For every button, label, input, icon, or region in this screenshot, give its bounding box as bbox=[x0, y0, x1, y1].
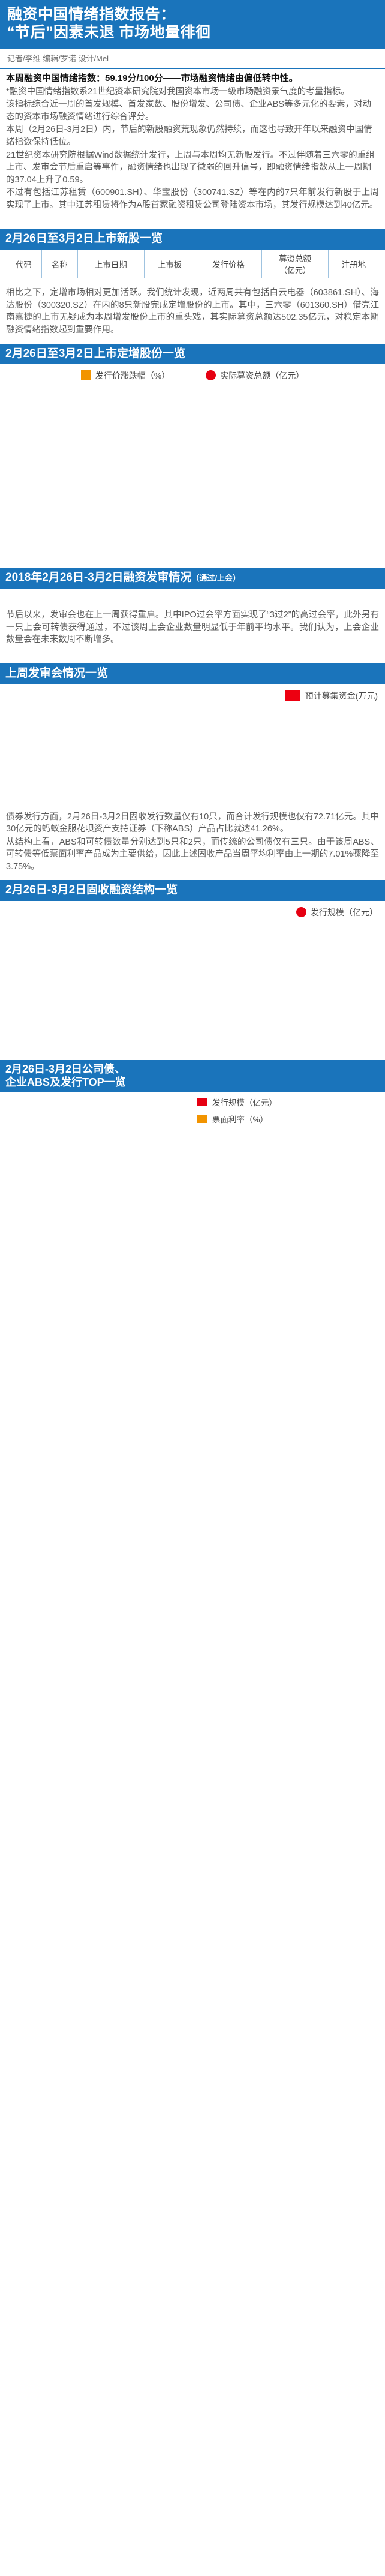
legend-label-expected-funds: 预计募集资金(万元) bbox=[305, 690, 378, 701]
bubble-row-1 bbox=[6, 384, 379, 480]
intro-p5: 不过有包括江苏租赁（600901.SH）、华宝股份（300741.SZ）等在内的… bbox=[6, 188, 379, 210]
page-title: 融资中国情绪指数报告： “节后”因素未退 市场地量徘徊 bbox=[0, 0, 385, 49]
intro-lead: 本周融资中国情绪指数：59.19分/100分——市场融资情绪由偏低转中性。 bbox=[6, 73, 298, 83]
review-bar-chart bbox=[6, 704, 379, 794]
orange-square-icon bbox=[80, 370, 91, 381]
fixed-income-bubbles bbox=[0, 921, 385, 1041]
review-text: 节后以来，发审会也在上一周获得重启。其中IPO过会率方面实现了“3过2”的高过会… bbox=[0, 605, 385, 646]
placement-group-1 bbox=[6, 384, 379, 482]
review-legend: 预计募集资金(万元) bbox=[0, 690, 385, 702]
legend-label-amount: 实际募资总额（亿元） bbox=[220, 371, 305, 381]
legend-item-expected-funds: 预计募集资金(万元) bbox=[285, 690, 378, 702]
red-circle-icon-2 bbox=[296, 907, 306, 918]
intro-text: 本周融资中国情绪指数：59.19分/100分——市场融资情绪由偏低转中性。 *融… bbox=[0, 69, 385, 211]
infographic-page: 融资中国情绪指数报告： “节后”因素未退 市场地量徘徊 记者/李维 编辑/罗诺 … bbox=[0, 0, 385, 1228]
column-header: 募资总额 （亿元） bbox=[261, 250, 329, 279]
intro-p4: 21世纪资本研究院根据Wind数据统计发行，上周与本周均无新股发行。不过伴随着三… bbox=[6, 150, 375, 185]
byline: 记者/李维 编辑/罗诺 设计/Mel bbox=[0, 49, 385, 69]
top-bubbles bbox=[6, 1128, 379, 1199]
fixed-income-legend: 发行规模（亿元） bbox=[0, 906, 385, 918]
section-heading-new-stocks: 2月26日至3月2日上市新股一览 bbox=[0, 229, 385, 250]
red-square-icon bbox=[285, 690, 300, 701]
title-line-2: “节后”因素未退 市场地量徘徊 bbox=[7, 23, 211, 41]
column-header: 上市日期 bbox=[77, 250, 145, 279]
legend-item-amount: 实际募资总额（亿元） bbox=[206, 370, 304, 382]
intro-p3: 本周（2月26日-3月2日）内，节后的新股融资荒现象仍然持续，而这也导致开年以来… bbox=[6, 125, 372, 147]
top-legend: 发行规模（亿元） 票面利率（%） bbox=[186, 1096, 379, 1125]
top-rate-bars bbox=[6, 1199, 379, 1220]
red-square-icon-2 bbox=[197, 1098, 207, 1107]
legend-label-price-change: 发行价涨跌幅（%） bbox=[95, 371, 170, 381]
legend-item-price-change: 发行价涨跌幅（%） bbox=[80, 370, 170, 382]
section-heading-fixed-income: 2月26日-3月2日固收融资结构一览 bbox=[0, 880, 385, 902]
column-header: 名称 bbox=[41, 250, 78, 279]
placement-legend: 发行价涨跌幅（%） 实际募资总额（亿元） bbox=[0, 370, 385, 382]
legend-label-top-rate: 票面利率（%） bbox=[212, 1115, 269, 1125]
red-circle-icon bbox=[206, 370, 216, 381]
top-summary-list bbox=[6, 1096, 186, 1125]
top-summary: 发行规模（亿元） 票面利率（%） bbox=[6, 1096, 379, 1125]
section-heading-review: 2018年2月26日-3月2日融资发审情况（通过/上会） bbox=[0, 568, 385, 589]
legend-label-top-scale: 发行规模（亿元） bbox=[212, 1098, 277, 1108]
bond-p2: 从结构上看，ABS和可转债数量分别达到5只和2只，而传统的公司债仅有三只。由于该… bbox=[6, 837, 379, 872]
title-line-1: 融资中国情绪指数报告： bbox=[7, 6, 176, 23]
review-heading-sub: （通过/上会） bbox=[191, 574, 241, 583]
section-heading-top: 2月26日-3月2日公司债、 企业ABS及发行TOP一览 bbox=[0, 1060, 385, 1093]
section-heading-private-placement: 2月26日至3月2日上市定增股份一览 bbox=[0, 343, 385, 365]
review-p1: 节后以来，发审会也在上一周获得重启。其中IPO过会率方面实现了“3过2”的高过会… bbox=[6, 610, 379, 645]
column-header: 代码 bbox=[6, 250, 42, 279]
orange-square-icon-2 bbox=[197, 1115, 207, 1124]
column-header: 注册地 bbox=[327, 250, 379, 279]
intro-p1: *融资中国情绪指数系21世纪资本研究院对我国资本市场一级市场融资景气度的考量指标… bbox=[6, 86, 350, 97]
legend-item-top-rate: 票面利率（%） bbox=[197, 1113, 268, 1125]
bubble-row-2 bbox=[6, 502, 379, 544]
bond-p1: 债券发行方面，2月26日-3月2日固收发行数量仅有10只，而合计发行规模也仅有7… bbox=[6, 812, 379, 834]
review-heading-main: 2018年2月26日-3月2日融资发审情况 bbox=[5, 571, 192, 584]
new-stocks-table: 代码 名称 上市日期 上市板 发行价格 募资总额 （亿元） 注册地 bbox=[6, 250, 379, 279]
top-heading-line-2: 企业ABS及发行TOP一览 bbox=[5, 1076, 126, 1088]
mid-text: 相比之下，定增市场相对更加活跃。我们统计发现，近两周共有包括白云电器（60386… bbox=[0, 283, 385, 336]
top-heading-line-1: 2月26日-3月2日公司债、 bbox=[5, 1063, 126, 1076]
legend-item-top-scale: 发行规模（亿元） bbox=[197, 1096, 277, 1108]
section-heading-review-list: 上周发审会情况一览 bbox=[0, 663, 385, 684]
mid-p1: 相比之下，定增市场相对更加活跃。我们统计发现，近两周共有包括白云电器（60386… bbox=[6, 288, 379, 335]
column-header-sub: （亿元） bbox=[279, 266, 311, 275]
bond-text: 债券发行方面，2月26日-3月2日固收发行数量仅有10只，而合计发行规模也仅有7… bbox=[0, 807, 385, 873]
legend-item-issue-scale: 发行规模（亿元） bbox=[296, 906, 378, 918]
table-header-row: 代码 名称 上市日期 上市板 发行价格 募资总额 （亿元） 注册地 bbox=[6, 250, 379, 279]
intro-p2: 该指标综合近一周的首发规模、首发家数、股份增发、公司债、企业ABS等多元化的要素… bbox=[6, 100, 372, 122]
column-header: 发行价格 bbox=[195, 250, 262, 279]
column-header: 上市板 bbox=[143, 250, 195, 279]
legend-label-issue-scale: 发行规模（亿元） bbox=[311, 908, 378, 918]
placement-group-2 bbox=[6, 502, 379, 547]
